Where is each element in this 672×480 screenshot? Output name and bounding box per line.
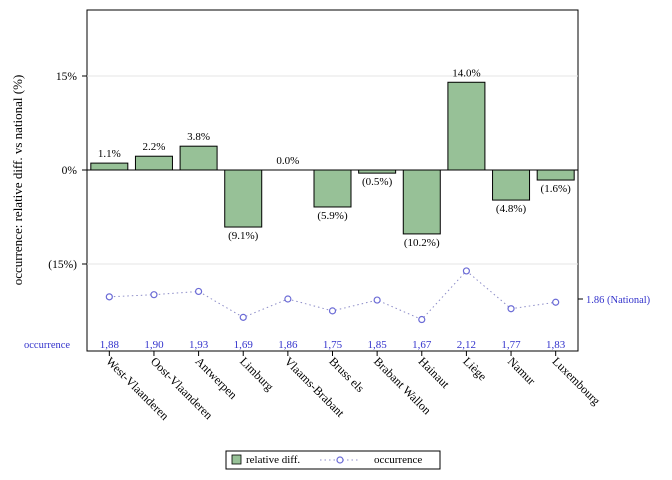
bar-value-label: (9.1%) [228,230,259,242]
legend-line-label: occurrence [374,454,422,466]
bar-value-label: 1.1% [98,148,121,160]
bar-value-label: 3.8% [187,131,210,143]
bar-value-label: (1.6%) [541,183,572,195]
x-tick-label: Luxembourg [550,354,604,408]
legend-line-marker [336,456,344,464]
occurrence-point [284,295,292,303]
bar [313,169,352,208]
legend: relative diff. occurrence [225,450,441,470]
occurrence-row-label: occurrence [24,340,70,351]
occurrence-point [462,267,471,275]
legend-bar-label: relative diff. [246,454,300,466]
bar-value-label: 14.0% [452,67,480,79]
bar-value-label: (0.5%) [362,176,393,188]
occurrence-value: 1,93 [189,339,209,351]
occurrence-point [418,315,426,324]
bar [492,169,531,201]
y-axis-label: occurrence: relative diff. vs national (… [10,75,25,286]
bar-value-label: 0.0% [276,155,299,167]
bar-value-label: (10.2%) [404,237,440,249]
occurrence-point [552,298,560,306]
x-axis-ticks: West-VlaanderenOost-VlaanderenAntwerpenL… [103,351,603,423]
x-tick-label: Antwerpen [192,354,240,402]
occurrence-values-layer: 1,88 1,90 1,93 1,69 1,86 1,75 1,85 1,67 2,12 1,77… [100,339,566,351]
legend-frame [225,450,441,470]
y-tick-label: 0% [62,165,78,177]
bar [90,162,129,171]
occurrence-value: 1,69 [234,339,254,351]
occurrence-value: 1,88 [100,339,120,351]
x-tick-label: Namur [505,354,538,387]
bar [358,169,397,174]
occurrence-point [150,291,158,299]
x-tick-label: Liège [460,354,489,383]
bar-value-label: (5.9%) [317,210,348,222]
occurrence-value: 2,12 [457,339,476,351]
occurrence-point [194,287,203,296]
national-reference-label: 1.86 (National) [586,295,651,306]
bar-value-label: 2.2% [142,141,165,153]
y-axis-ticks: 15% 0% (15%) [48,71,87,271]
occurrence-point [105,293,113,301]
x-tick-label: Bruss els [326,354,367,395]
occurrence-value: 1,67 [412,339,432,351]
occurrence-value: 1,85 [368,339,388,351]
bar [536,169,575,181]
bar-labels-layer: 1.1% 2.2% 3.8% (9.1%) 0.0% (5.9%) (0.5%) (10.2%… [98,67,571,249]
grid-layer [87,75,578,265]
bar [179,145,218,171]
y-tick-label: (15%) [48,259,77,271]
y-tick-label: 15% [56,71,78,83]
occurrence-point [328,307,337,315]
occurrence-point [373,296,381,304]
bar [224,169,263,228]
occurrence-value: 1,90 [144,339,164,351]
occurrence-point [239,313,247,321]
occurrence-value: 1,77 [501,339,521,351]
occurrence-value: 1,83 [546,339,566,351]
bar [447,81,486,171]
bars-layer [90,81,575,235]
bar [134,155,173,171]
occurrence-point [507,305,515,313]
occurrence-value: 1,86 [278,339,298,351]
bar-value-label: (4.8%) [496,203,527,215]
x-tick-label: Limburg [237,354,276,393]
occurrence-value: 1,75 [323,339,343,351]
x-tick-label: Hainaut [416,354,453,391]
occurrence-line-layer [105,267,583,324]
legend-bar-swatch [231,454,242,465]
bar [402,169,441,235]
